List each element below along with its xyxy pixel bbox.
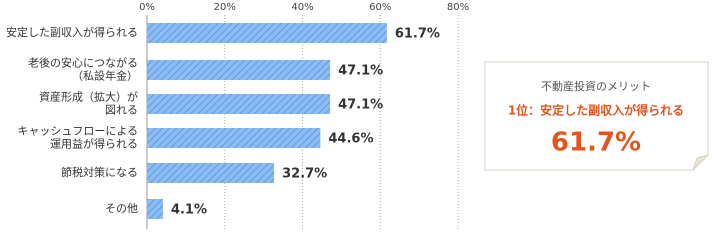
value-label: 47.1% <box>338 98 383 113</box>
value-label: 47.1% <box>338 64 383 79</box>
y-tick-label: 老後の安心につながる（私設年金） <box>28 56 138 83</box>
value-label: 61.7% <box>395 27 440 42</box>
bar <box>147 23 387 43</box>
callout-fold <box>692 154 710 171</box>
bar <box>147 199 163 219</box>
x-tick-label: 40% <box>291 2 313 13</box>
y-tick-label: 安定した副収入が得られる <box>6 25 138 39</box>
bar <box>147 60 331 80</box>
bar <box>147 94 331 114</box>
y-tick-label: キャッシュフローによる運用益が得られる <box>17 125 138 151</box>
value-label: 44.6% <box>328 132 373 147</box>
callout: 不動産投資のメリット 1位：安定した副収入が得られる 61.7% <box>484 61 710 171</box>
bar <box>147 128 321 148</box>
bar <box>147 163 275 183</box>
x-tick-label: 20% <box>214 2 236 13</box>
callout-rank: 1位：安定した副収入が得られる <box>508 103 684 118</box>
value-label: 32.7% <box>282 167 327 182</box>
x-tick-label: 0% <box>139 2 155 13</box>
x-tick-label: 60% <box>369 2 391 13</box>
callout-value: 61.7% <box>551 128 641 158</box>
callout-heading: 不動産投資のメリット <box>541 79 651 93</box>
y-tick-label: 資産形成（拡大）が図れる <box>39 90 138 117</box>
y-tick-label: 節税対策になる <box>61 165 138 179</box>
x-tick-label: 80% <box>447 2 469 13</box>
y-tick-label: その他 <box>105 202 138 215</box>
value-label: 4.1% <box>171 203 207 218</box>
chart: 不動産投資のメリット 1位：安定した副収入が得られる 61.7% 0% 20% 40… <box>6 2 710 229</box>
